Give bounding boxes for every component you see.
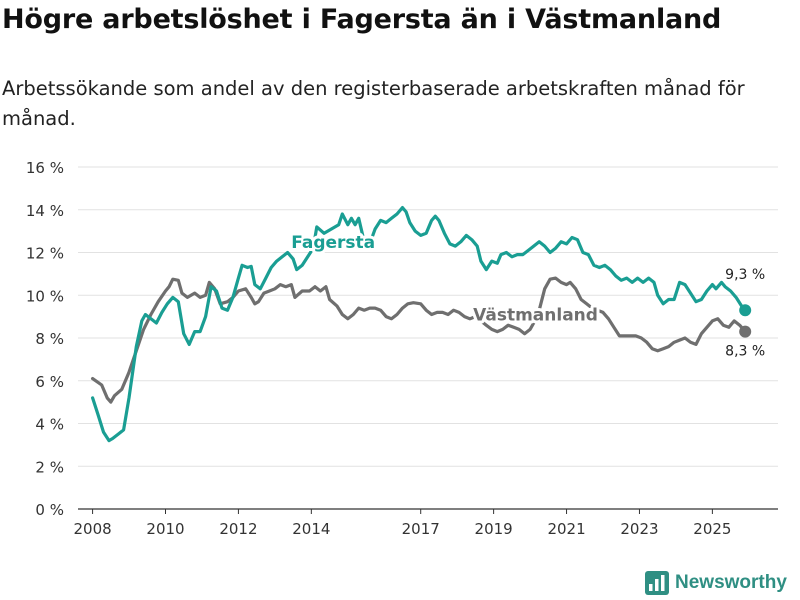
x-tick-label: 2008	[73, 520, 111, 538]
end-point-fagersta	[739, 304, 752, 317]
y-tick-label: 6 %	[35, 373, 64, 391]
x-tick-label: 2010	[146, 520, 184, 538]
x-tick-label: 2012	[219, 520, 257, 538]
y-tick-label: 16 %	[26, 159, 64, 177]
y-tick-label: 0 %	[35, 501, 64, 519]
x-tick-label: 2023	[620, 520, 658, 538]
y-tick-label: 12 %	[26, 245, 64, 263]
end-point-västmanland	[739, 325, 752, 338]
x-axis: 2008 2010 2012 2014 2017 2019 2021 2023 2025	[73, 509, 731, 538]
gridlines	[78, 166, 778, 510]
newsworthy-brand[interactable]: Newsworthy	[645, 570, 787, 596]
chart-title: Högre arbetslöshet i Fagersta än i Västm…	[2, 4, 722, 35]
series-line-västmanland	[91, 276, 747, 404]
y-tick-label: 10 %	[26, 287, 64, 305]
x-tick-label: 2014	[292, 520, 330, 538]
series-label-halo: Fagersta	[291, 233, 375, 253]
brand-name: Newsworthy	[675, 572, 787, 593]
chart-subtitle: Arbetssökande som andel av den registerb…	[2, 77, 745, 130]
y-tick-label: 14 %	[26, 202, 64, 220]
end-value-label-västmanland: 8,3 %	[725, 344, 765, 360]
y-tick-label: 4 %	[35, 416, 64, 434]
x-tick-label: 2021	[547, 520, 585, 538]
series-label-halo: Västmanland	[473, 305, 598, 325]
series-labels: VästmanlandVästmanlandFagerstaFagersta8,…	[288, 230, 765, 360]
series-line-fagersta	[91, 206, 747, 443]
series-label-västmanland: Västmanland	[473, 305, 598, 325]
end-value-label-fagersta: 9,3 %	[725, 267, 765, 283]
x-tick-label: 2017	[402, 520, 440, 538]
bar-chart-logo-icon	[645, 571, 669, 595]
y-axis-tick-labels: 0 % 2 % 4 % 6 % 8 % 10 % 12 % 14 % 16 %	[26, 159, 64, 519]
series-lines	[91, 206, 752, 443]
y-tick-label: 2 %	[35, 458, 64, 476]
series-label-fagersta: Fagersta	[291, 233, 375, 253]
x-tick-label: 2019	[475, 520, 513, 538]
y-tick-label: 8 %	[35, 330, 64, 348]
x-tick-label: 2025	[693, 520, 731, 538]
